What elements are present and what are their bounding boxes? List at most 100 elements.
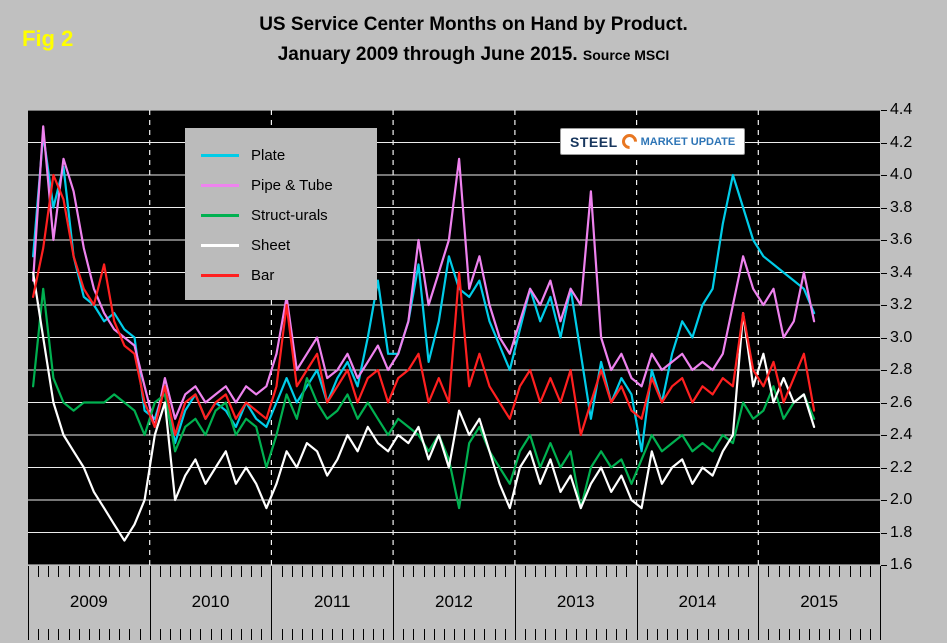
legend-item-pipe-tube: Pipe & Tube xyxy=(201,170,369,200)
month-tick xyxy=(788,629,790,640)
month-tick xyxy=(190,629,192,640)
legend-swatch-bar xyxy=(201,273,239,277)
month-tick xyxy=(251,566,253,577)
month-tick xyxy=(829,566,831,577)
month-tick xyxy=(717,566,719,577)
legend-item-struct-urals: Struct-urals xyxy=(201,200,369,230)
month-tick xyxy=(58,629,60,640)
logo-update-word: UPDATE xyxy=(690,135,736,148)
month-tick xyxy=(99,629,100,640)
month-tick xyxy=(768,566,770,577)
month-tick xyxy=(210,566,212,577)
month-tick xyxy=(190,566,192,577)
month-tick xyxy=(180,629,182,640)
month-tick xyxy=(383,566,384,577)
month-tick xyxy=(778,629,780,640)
y-axis-label: 4.2 xyxy=(890,133,913,151)
legend-item-bar: Bar xyxy=(201,260,369,290)
month-tick xyxy=(656,629,658,640)
month-tick xyxy=(565,629,567,640)
month-tick xyxy=(494,629,496,640)
y-axis-tick xyxy=(881,565,887,566)
month-tick xyxy=(443,629,445,640)
y-axis-label: 2.0 xyxy=(890,491,913,508)
month-tick xyxy=(159,629,161,640)
y-axis-tick xyxy=(881,435,887,436)
month-tick xyxy=(312,629,313,640)
month-tick xyxy=(352,629,354,640)
month-tick xyxy=(48,629,50,640)
month-tick xyxy=(626,629,628,640)
chart-title-block: US Service Center Months on Hand by Prod… xyxy=(0,14,947,66)
month-tick xyxy=(677,629,679,640)
month-tick xyxy=(38,629,40,640)
month-tick xyxy=(119,566,121,577)
month-tick xyxy=(170,629,171,640)
y-axis-label: 4.4 xyxy=(890,101,913,118)
month-tick xyxy=(403,566,405,577)
y-axis-label: 3.6 xyxy=(890,231,913,248)
month-tick xyxy=(200,629,202,640)
year-separator xyxy=(28,566,29,640)
legend-swatch-plate xyxy=(201,153,239,157)
month-tick xyxy=(667,629,668,640)
month-tick xyxy=(210,629,212,640)
month-tick xyxy=(301,566,303,577)
month-tick xyxy=(738,629,739,640)
month-tick xyxy=(78,629,80,640)
y-axis-label: 2.2 xyxy=(890,458,913,476)
month-tick xyxy=(464,629,466,640)
legend-label-plate: Plate xyxy=(251,146,286,164)
y-axis-label: 2.4 xyxy=(890,426,913,443)
x-axis-year-label: 2011 xyxy=(313,592,351,611)
month-tick xyxy=(616,566,618,577)
y-axis-tick xyxy=(881,207,887,209)
y-axis-tick xyxy=(881,175,887,176)
year-separator xyxy=(880,566,881,640)
month-tick xyxy=(606,629,608,640)
month-tick xyxy=(869,566,871,577)
y-axis-label: 4.0 xyxy=(890,166,913,183)
year-separator xyxy=(393,566,395,640)
month-tick xyxy=(342,566,344,577)
y-axis-label: 1.8 xyxy=(890,523,913,541)
month-tick xyxy=(596,566,597,577)
month-tick xyxy=(220,566,222,577)
month-tick xyxy=(241,629,242,640)
month-tick xyxy=(727,566,729,577)
x-axis-year-label: 2010 xyxy=(191,592,230,611)
month-tick xyxy=(525,629,526,640)
month-tick xyxy=(596,629,597,640)
month-tick xyxy=(819,629,821,640)
month-tick xyxy=(849,566,851,577)
y-axis-label: 3.8 xyxy=(890,198,913,216)
y-axis-tick xyxy=(881,402,887,404)
month-tick xyxy=(301,629,303,640)
month-tick xyxy=(829,629,831,640)
month-tick xyxy=(48,566,50,577)
month-tick xyxy=(433,566,435,577)
month-tick xyxy=(291,566,293,577)
legend-item-plate: Plate xyxy=(201,140,369,170)
month-tick xyxy=(443,566,445,577)
month-tick xyxy=(859,629,861,640)
month-tick xyxy=(575,629,577,640)
month-tick xyxy=(707,566,709,577)
month-tick xyxy=(677,566,679,577)
month-tick xyxy=(616,629,618,640)
month-tick xyxy=(778,566,780,577)
y-axis-tick xyxy=(881,337,887,339)
x-axis-year-label: 2009 xyxy=(69,592,108,611)
month-tick xyxy=(332,566,334,577)
month-tick xyxy=(697,629,699,640)
month-tick xyxy=(839,629,841,640)
chart-canvas xyxy=(28,110,880,565)
y-axis-tick xyxy=(881,305,887,306)
month-tick xyxy=(423,629,425,640)
month-tick xyxy=(362,629,364,640)
month-tick xyxy=(230,566,232,577)
month-tick xyxy=(809,566,810,577)
y-axis-label: 3.0 xyxy=(890,328,913,346)
month-tick xyxy=(68,566,70,577)
month-tick xyxy=(332,629,334,640)
